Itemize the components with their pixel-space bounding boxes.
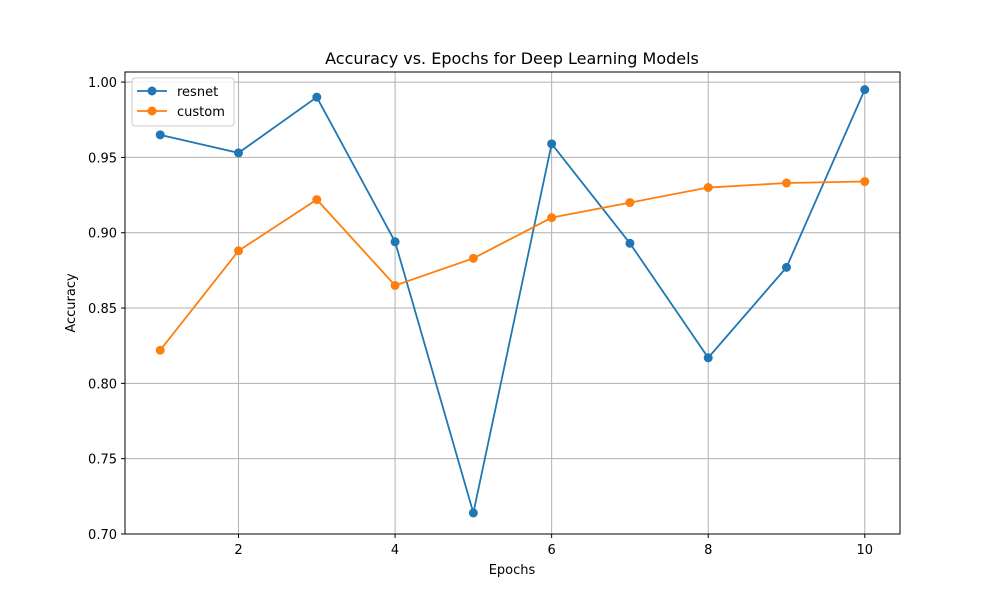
y-tick-label: 0.90: [88, 227, 117, 242]
series-line-resnet: [160, 89, 866, 514]
data-point: [625, 198, 635, 208]
x-tick-label: 6: [548, 543, 556, 558]
series-custom: [155, 177, 870, 355]
data-point: [860, 177, 870, 187]
data-point: [625, 238, 635, 248]
x-tick-label: 2: [234, 543, 242, 558]
series-layer: [155, 85, 870, 518]
data-point: [312, 92, 322, 102]
legend-label: custom: [177, 105, 225, 120]
series-line-custom: [159, 180, 865, 351]
legend-marker: [147, 86, 157, 96]
legend-box: [131, 77, 235, 127]
y-tick-label: 0.95: [88, 151, 117, 166]
y-tick-label: 0.75: [88, 453, 117, 468]
data-point: [547, 139, 557, 149]
x-tick-label: 10: [856, 543, 873, 558]
y-tick-label: 0.85: [88, 302, 117, 317]
y-tick-label: 0.70: [88, 528, 117, 543]
data-point: [155, 130, 165, 140]
grid: [125, 72, 900, 535]
legend: resnet custom: [131, 77, 235, 127]
data-point: [781, 262, 791, 272]
x-tick-label: 8: [704, 543, 712, 558]
data-point: [312, 195, 322, 205]
plot-frame: [124, 71, 901, 535]
data-point: [468, 508, 478, 518]
y-axis: 0.70 0.75 0.80 0.85 0.90 0.95 1.00: [88, 76, 125, 543]
chart-title: Accuracy vs. Epochs for Deep Learning Mo…: [325, 49, 699, 68]
legend-marker: [147, 106, 157, 116]
x-axis: 2 4 6 8 10: [234, 534, 873, 558]
data-point: [234, 148, 244, 158]
y-tick-label: 0.80: [88, 377, 117, 392]
x-axis-label: Epochs: [489, 563, 536, 578]
data-point: [703, 353, 713, 363]
y-tick-label: 1.00: [88, 76, 117, 91]
data-point: [860, 85, 870, 95]
data-point: [390, 280, 400, 290]
data-point: [781, 178, 791, 188]
data-point: [547, 213, 557, 223]
data-point: [234, 246, 244, 256]
y-axis-label: Accuracy: [64, 273, 79, 333]
legend-label: resnet: [177, 85, 218, 100]
data-point: [703, 183, 713, 193]
series-resnet: [155, 85, 870, 518]
data-point: [468, 253, 478, 263]
x-tick-label: 4: [391, 543, 399, 558]
data-point: [155, 345, 165, 355]
data-point: [390, 237, 400, 247]
